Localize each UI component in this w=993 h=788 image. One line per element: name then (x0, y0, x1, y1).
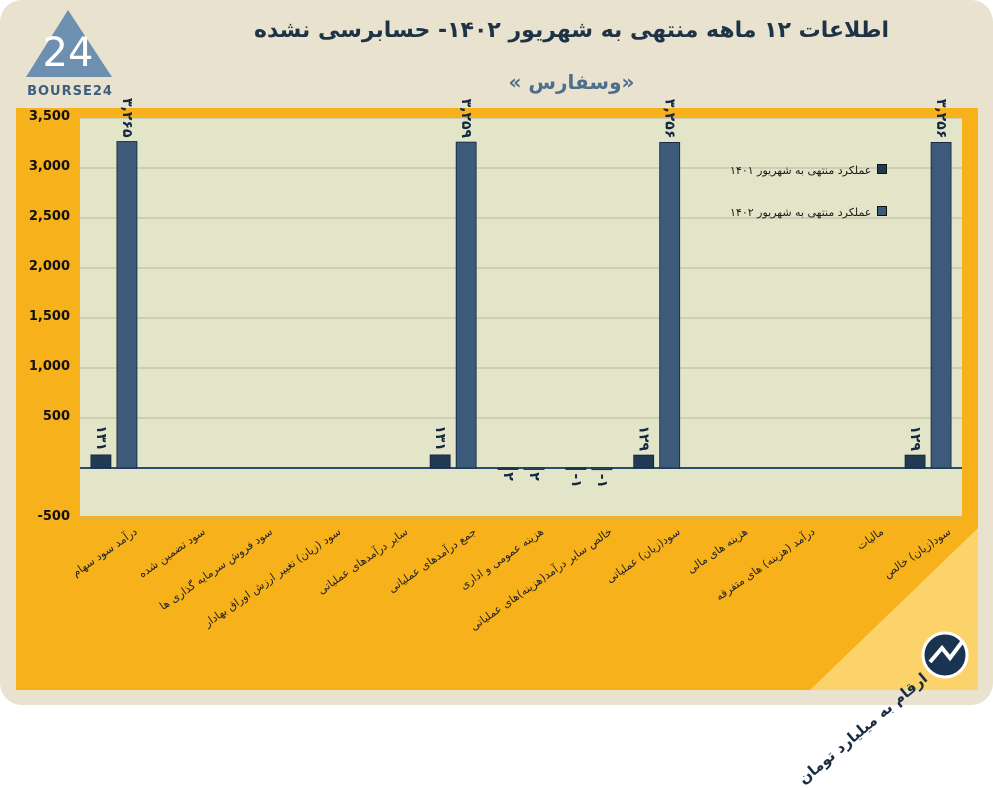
data-label: ۱۳۱ (93, 425, 109, 451)
data-label: ۱۳۱ (432, 425, 448, 451)
bar-1402 (117, 142, 137, 469)
logo-mark: 24 (43, 30, 94, 76)
data-label: ۳,۲۶۵ (119, 98, 135, 138)
bar-1402 (660, 142, 680, 468)
data-label: ۳,۲۵۶ (662, 99, 678, 139)
chart-subtitle: «وسفارس » (150, 70, 993, 94)
y-tick-label: 2,000 (0, 259, 70, 274)
chart-frame: ۱۳۱ ۳,۲۶۵ ۱۳۱ ۳,۲۵۹ ۲ ۲ -۱ -۱ ۱۲۹ ۳,۲۵۶ ۱۲۹ ۳,۲۵۶ 2… (0, 0, 993, 705)
trend-logo-icon (923, 633, 967, 677)
bar-1402 (524, 468, 544, 470)
bar-1402 (456, 142, 476, 468)
data-label: ۳,۲۵۶ (933, 99, 949, 139)
data-label: ۲ (526, 472, 542, 481)
y-tick-label: 3,500 (0, 109, 70, 124)
chart-title: اطلاعات ۱۲ ماهه منتهی به شهریور ۱۴۰۲- حس… (150, 18, 993, 43)
legend-item-1401: عملکرد منتهی به شهریور ۱۴۰۱ (730, 164, 887, 177)
y-tick-label: 3,000 (0, 159, 70, 174)
bar-1401 (634, 455, 654, 468)
data-label: -۱ (594, 474, 610, 488)
bar-1402 (931, 142, 951, 468)
bar-1401 (498, 468, 518, 470)
legend-label-1401: عملکرد منتهی به شهریور ۱۴۰۱ (730, 164, 871, 177)
bar-1401 (905, 455, 925, 468)
legend-swatch-1402 (877, 206, 887, 216)
y-tick-label: -500 (0, 509, 70, 524)
plot-area (80, 118, 962, 516)
bar-1401 (566, 468, 586, 470)
y-tick-label: 500 (0, 409, 70, 424)
bar-1402 (592, 468, 612, 470)
y-tick-label: 1,500 (0, 309, 70, 324)
y-tick-label: 2,500 (0, 209, 70, 224)
legend-item-1402: عملکرد منتهی به شهریور ۱۴۰۲ (730, 206, 887, 219)
y-tick-label: 1,000 (0, 359, 70, 374)
legend-swatch-1401 (877, 164, 887, 174)
data-label: ۲ (500, 472, 516, 481)
logo-text: BOURSE24 (20, 84, 120, 99)
legend-label-1402: عملکرد منتهی به شهریور ۱۴۰۲ (730, 206, 871, 219)
data-label: ۱۲۹ (907, 425, 923, 451)
data-label: -۱ (568, 473, 584, 487)
bar-1401 (91, 455, 111, 468)
bar-1401 (430, 455, 450, 468)
data-label: ۱۲۹ (636, 425, 652, 451)
data-label: ۳,۲۵۹ (458, 99, 474, 139)
